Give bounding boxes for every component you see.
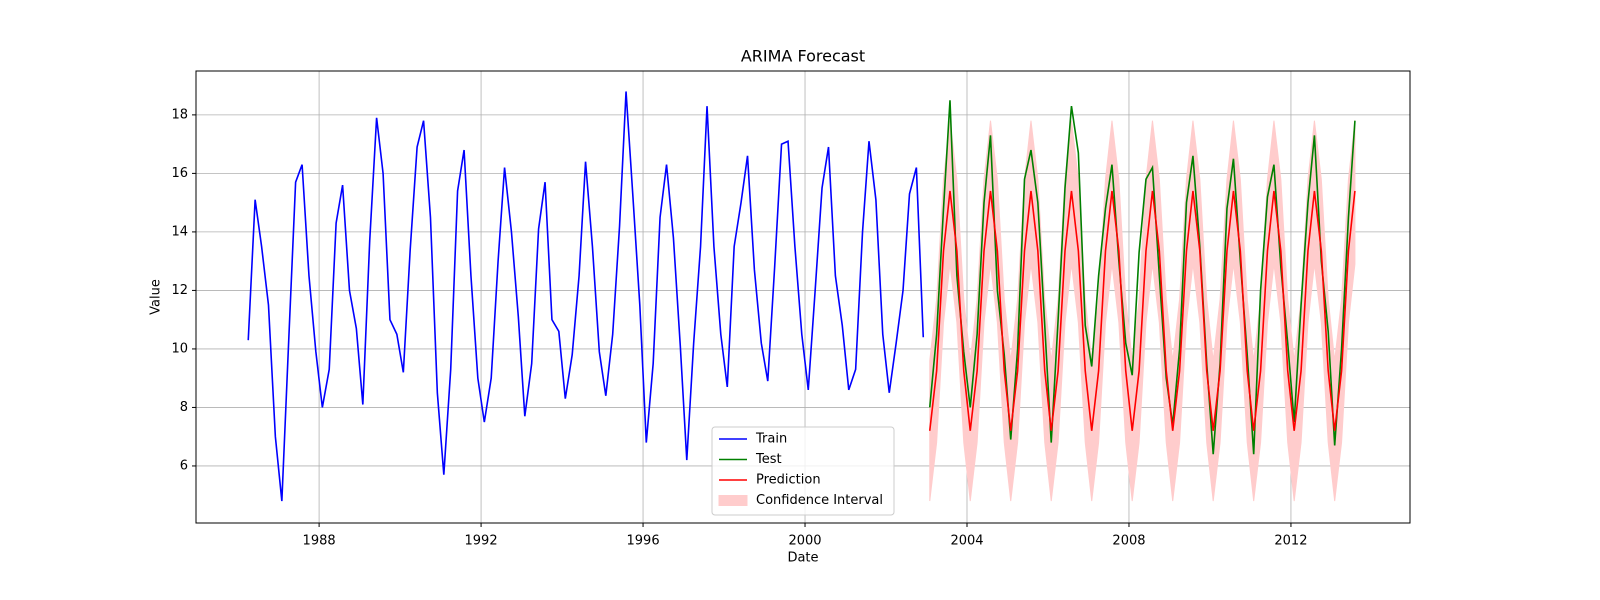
chart-title: ARIMA Forecast	[741, 47, 865, 66]
y-tick-label: 8	[180, 400, 188, 415]
y-tick-label: 18	[171, 107, 188, 122]
legend-box	[711, 426, 895, 516]
y-tick-label: 6	[180, 458, 188, 473]
legend-label: Train	[755, 432, 787, 447]
x-axis-label: Date	[787, 551, 818, 566]
legend-label: Test	[755, 452, 782, 467]
y-tick-label: 12	[171, 283, 188, 298]
y-tick-label: 16	[171, 166, 188, 181]
y-tick-label: 14	[171, 224, 188, 239]
y-axis-label: Value	[149, 279, 164, 315]
y-tick-label: 10	[171, 341, 188, 356]
x-tick-label: 1992	[465, 534, 498, 549]
legend-swatch	[718, 495, 748, 506]
x-tick-label: 2008	[1112, 534, 1145, 549]
series-line	[928, 190, 1356, 431]
x-tick-label: 1988	[303, 534, 336, 549]
x-tick-label: 2004	[950, 534, 983, 549]
plot-frame	[195, 70, 1411, 524]
legend: Train Test Prediction Confidence Interval	[711, 426, 895, 516]
x-tick-label: 2012	[1274, 534, 1307, 549]
legend-label: Confidence Interval	[756, 493, 883, 508]
legend-label: Prediction	[756, 473, 821, 488]
x-tick-label: 2000	[788, 534, 821, 549]
x-tick-label: 1996	[627, 534, 660, 549]
series-line	[247, 91, 925, 502]
